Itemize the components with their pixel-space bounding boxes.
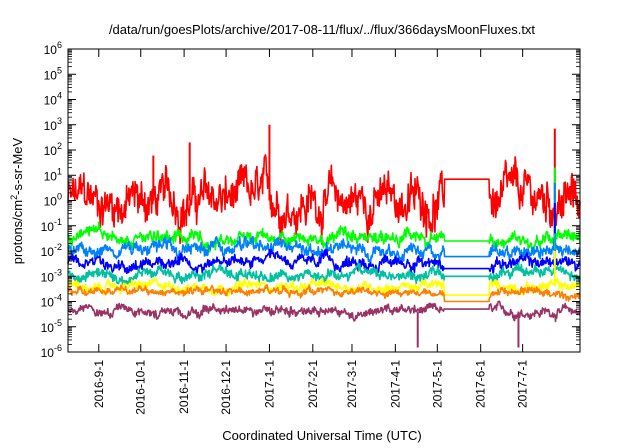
y-tick-label: 103 — [44, 116, 62, 133]
series-line — [67, 300, 581, 323]
y-tick-label: 10-1 — [41, 217, 62, 234]
y-tick-label: 10-3 — [41, 267, 62, 284]
y-tick-label: 10-6 — [41, 343, 62, 360]
series-line — [67, 221, 581, 255]
y-tick-label: 101 — [44, 166, 62, 183]
series-line — [67, 154, 581, 245]
x-tick-label: 2017-1-1 — [262, 360, 276, 408]
y-tick-label: 10-5 — [41, 318, 62, 335]
y-axis: 10-6 10-5 10-4 10-3 10-2 10-1 100 101 102 103 104 1… — [41, 40, 580, 360]
y-tick-label: 102 — [44, 141, 62, 158]
y-tick-label: 104 — [44, 91, 62, 108]
x-tick-label: 2016-10-1 — [134, 360, 148, 415]
y-tick-label: 106 — [44, 40, 62, 57]
series-line — [67, 248, 581, 275]
x-axis: 2016-9-1 2016-10-1 2016-11-1 2016-12-1 2017-… — [92, 49, 530, 415]
x-tick-label: 2016-9-1 — [92, 360, 106, 408]
series-line — [67, 261, 581, 288]
x-tick-label: 2017-6-1 — [474, 360, 488, 408]
y-tick-label: 10-4 — [41, 293, 62, 310]
y-axis-label-main: protons/cm — [10, 200, 25, 264]
x-axis-label: Coordinated Universal Time (UTC) — [222, 428, 421, 443]
series-line — [67, 277, 581, 298]
chart-title: /data/run/goesPlots/archive/2017-08-11/f… — [109, 22, 535, 37]
x-tick-label: 2017-4-1 — [388, 360, 402, 408]
y-tick-label: 10-2 — [41, 242, 62, 259]
x-tick-label: 2017-3-1 — [345, 360, 359, 408]
series-layer — [67, 124, 581, 348]
x-tick-label: 2016-11-1 — [177, 360, 191, 414]
series-line — [67, 283, 581, 303]
x-tick-label: 2017-2-1 — [306, 360, 320, 408]
y-tick-label: 105 — [44, 65, 62, 82]
y-tick-label: 100 — [44, 192, 62, 209]
x-tick-label: 2017-7-1 — [516, 360, 530, 408]
y-axis-label-sup: 2 — [9, 195, 19, 200]
y-axis-label-rest: -s-sr-MeV — [10, 137, 25, 194]
x-tick-label: 2017-5-1 — [430, 360, 444, 408]
y-axis-label: protons/cm2-s-sr-MeV — [9, 137, 25, 264]
x-tick-label: 2016-12-1 — [219, 360, 233, 415]
